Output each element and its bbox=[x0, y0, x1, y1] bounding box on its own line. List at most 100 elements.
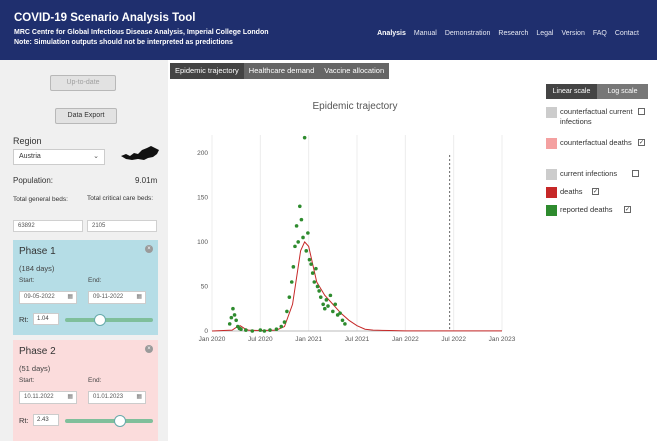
reported-deaths-point bbox=[291, 265, 296, 269]
reported-deaths-point bbox=[338, 311, 342, 315]
chart-svg: Jan 2020 Jul 2020 Jan 2021 Jul 2021 Jan 2022… bbox=[197, 135, 516, 343]
start-label: Start: bbox=[19, 277, 35, 284]
reported-deaths-point bbox=[328, 293, 333, 298]
app-subtitle: MRC Centre for Global Infectious Disease… bbox=[14, 29, 269, 36]
app-note: Note: Simulation outputs should not be i… bbox=[14, 39, 233, 46]
start-label: Start: bbox=[19, 377, 35, 384]
chart-title: Epidemic trajectory bbox=[312, 101, 398, 112]
data-export-button[interactable]: Data Export bbox=[55, 108, 117, 124]
critical-beds-input[interactable]: 2105 bbox=[87, 220, 157, 232]
reported-deaths-point bbox=[299, 217, 304, 222]
reported-deaths-point bbox=[343, 322, 347, 326]
reported-deaths-point bbox=[317, 289, 321, 293]
reported-deaths-point bbox=[321, 302, 325, 307]
reported-deaths-point bbox=[282, 320, 287, 324]
start-date-input[interactable]: 10.11.2022 ▦ bbox=[19, 391, 77, 404]
end-date-input[interactable]: 09-11-2022 ▦ bbox=[88, 291, 146, 304]
legend-checkbox[interactable] bbox=[638, 108, 645, 115]
nav-version[interactable]: Version bbox=[561, 30, 585, 37]
reported-deaths-point bbox=[289, 280, 294, 284]
rt-slider[interactable] bbox=[65, 415, 153, 427]
reported-deaths-point bbox=[294, 224, 299, 228]
reported-deaths-point bbox=[258, 328, 263, 332]
region-select[interactable]: Austria ⌄ bbox=[13, 149, 105, 165]
region-value: Austria bbox=[19, 153, 41, 160]
app-title: COVID-19 Scenario Analysis Tool bbox=[14, 12, 196, 24]
y-tick-label: 0 bbox=[204, 328, 208, 335]
chevron-down-icon: ⌄ bbox=[93, 153, 99, 160]
y-tick-label: 50 bbox=[201, 283, 209, 290]
close-icon[interactable]: × bbox=[145, 345, 153, 353]
reported-deaths-point bbox=[274, 327, 279, 332]
phase-title: Phase 2 bbox=[19, 346, 56, 357]
calendar-icon: ▦ bbox=[67, 394, 73, 400]
reported-deaths-point bbox=[231, 306, 235, 311]
close-icon[interactable]: × bbox=[145, 245, 153, 253]
reported-deaths-point bbox=[304, 249, 309, 253]
rt-input[interactable]: 2.43 bbox=[33, 414, 59, 426]
scale-toggle: Linear scale Log scale bbox=[546, 84, 648, 99]
region-label: Region bbox=[13, 136, 42, 146]
reported-deaths-point bbox=[296, 240, 300, 244]
reported-deaths-point bbox=[318, 295, 323, 299]
nav-analysis[interactable]: Analysis bbox=[377, 30, 406, 37]
general-beds-input[interactable]: 63892 bbox=[13, 220, 83, 232]
austria-map-icon bbox=[121, 146, 159, 160]
legend-label: counterfactual current infections bbox=[560, 107, 633, 126]
legend-swatch bbox=[546, 187, 557, 198]
nav-faq[interactable]: FAQ bbox=[592, 30, 607, 37]
legend-swatch bbox=[546, 138, 557, 149]
legend-checkbox[interactable]: ✓ bbox=[592, 188, 599, 195]
phase-title: Phase 1 bbox=[19, 246, 56, 257]
reported-deaths-point bbox=[293, 244, 297, 249]
reported-deaths-point bbox=[331, 309, 335, 314]
up-to-date-button[interactable]: Up-to-date bbox=[50, 75, 116, 91]
calendar-icon: ▦ bbox=[136, 294, 142, 300]
reported-deaths-point bbox=[234, 318, 238, 323]
phase-1-card: × Phase 1 (184 days) Start: End: 09-05-2… bbox=[13, 240, 158, 335]
y-tick-label: 200 bbox=[197, 150, 208, 157]
reported-deaths-point bbox=[306, 231, 310, 235]
tab-vaccine-allocation[interactable]: Vaccine allocation bbox=[319, 63, 390, 79]
rt-slider[interactable] bbox=[65, 314, 153, 326]
legend-checkbox[interactable] bbox=[632, 170, 639, 177]
reported-deaths-point bbox=[285, 309, 289, 314]
end-date-input[interactable]: 01.01.2023 ▦ bbox=[88, 391, 146, 404]
reported-deaths-point bbox=[312, 280, 317, 284]
nav-manual[interactable]: Manual bbox=[413, 30, 437, 37]
log-scale-button[interactable]: Log scale bbox=[597, 84, 648, 99]
rt-slider-handle[interactable] bbox=[94, 314, 107, 326]
reported-deaths-point bbox=[229, 315, 234, 320]
legend-label: current infections bbox=[560, 169, 618, 178]
tab-healthcare-demand[interactable]: Healthcare demand bbox=[243, 63, 320, 79]
reported-deaths-point bbox=[326, 304, 330, 308]
reported-deaths-point bbox=[250, 329, 255, 333]
top-nav: Analysis Manual Demonstration Research L… bbox=[377, 30, 639, 37]
legend-checkbox[interactable]: ✓ bbox=[624, 206, 631, 213]
x-tick-label: Jan 2021 bbox=[295, 336, 322, 343]
reported-deaths-point bbox=[301, 235, 305, 240]
x-tick-label: Jan 2022 bbox=[392, 336, 419, 343]
end-label: End: bbox=[88, 377, 102, 384]
critical-beds-label: Total critical care beds: bbox=[87, 195, 154, 202]
reported-deaths-point bbox=[268, 328, 272, 332]
legend-label: deaths bbox=[560, 187, 583, 196]
reported-deaths-point bbox=[227, 322, 232, 326]
nav-demonstration[interactable]: Demonstration bbox=[444, 30, 491, 37]
nav-research[interactable]: Research bbox=[498, 30, 529, 37]
legend-checkbox[interactable]: ✓ bbox=[638, 139, 645, 146]
y-tick-label: 100 bbox=[197, 239, 208, 246]
linear-scale-button[interactable]: Linear scale bbox=[546, 84, 597, 99]
nav-contact[interactable]: Contact bbox=[614, 30, 639, 37]
rt-label: Rt: bbox=[19, 416, 29, 425]
population-value: 9.01m bbox=[135, 176, 158, 185]
tab-epidemic-trajectory[interactable]: Epidemic trajectory bbox=[170, 63, 244, 79]
phase-2-card: × Phase 2 (51 days) Start: End: 10.11.20… bbox=[13, 340, 158, 441]
population-label: Population: bbox=[13, 176, 54, 185]
rt-slider-handle[interactable] bbox=[113, 415, 126, 427]
start-date-input[interactable]: 09-05-2022 ▦ bbox=[19, 291, 77, 304]
rt-input[interactable]: 1.04 bbox=[33, 313, 59, 325]
nav-legal[interactable]: Legal bbox=[536, 30, 554, 37]
reported-deaths-point bbox=[287, 295, 292, 299]
reported-deaths-point bbox=[307, 257, 312, 262]
